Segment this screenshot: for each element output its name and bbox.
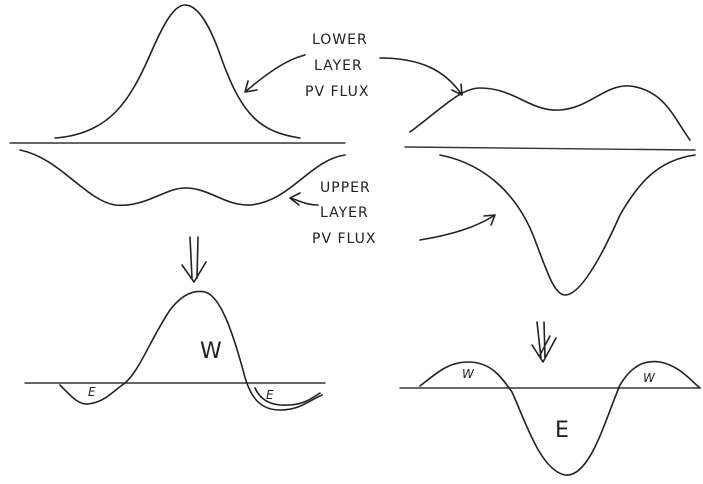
upper-label: UPPER LAYER PV FLUX — [312, 180, 376, 247]
arrow — [289, 192, 319, 206]
upper-flux-curve — [439, 154, 696, 296]
upper-flux-curve — [19, 149, 346, 207]
lower-flux-curve — [409, 85, 691, 141]
lower-flux-curve — [54, 4, 301, 139]
arrow — [419, 214, 496, 241]
region-label: W — [643, 371, 656, 385]
implies-arrow — [181, 236, 207, 283]
net-flux-curve — [59, 290, 323, 411]
region-label: E — [88, 385, 96, 399]
region-label: W — [200, 339, 222, 364]
baseline — [404, 146, 696, 151]
arrow — [244, 54, 306, 93]
arrow — [379, 57, 463, 96]
region-label: E — [555, 418, 569, 443]
region-label: E — [266, 388, 274, 402]
implies-arrow — [531, 321, 557, 363]
lower-label: LOWER LAYER PV FLUX — [305, 32, 373, 100]
net-flux-curve — [254, 387, 321, 406]
region-label: W — [462, 367, 475, 381]
net-flux-curve — [419, 360, 701, 476]
